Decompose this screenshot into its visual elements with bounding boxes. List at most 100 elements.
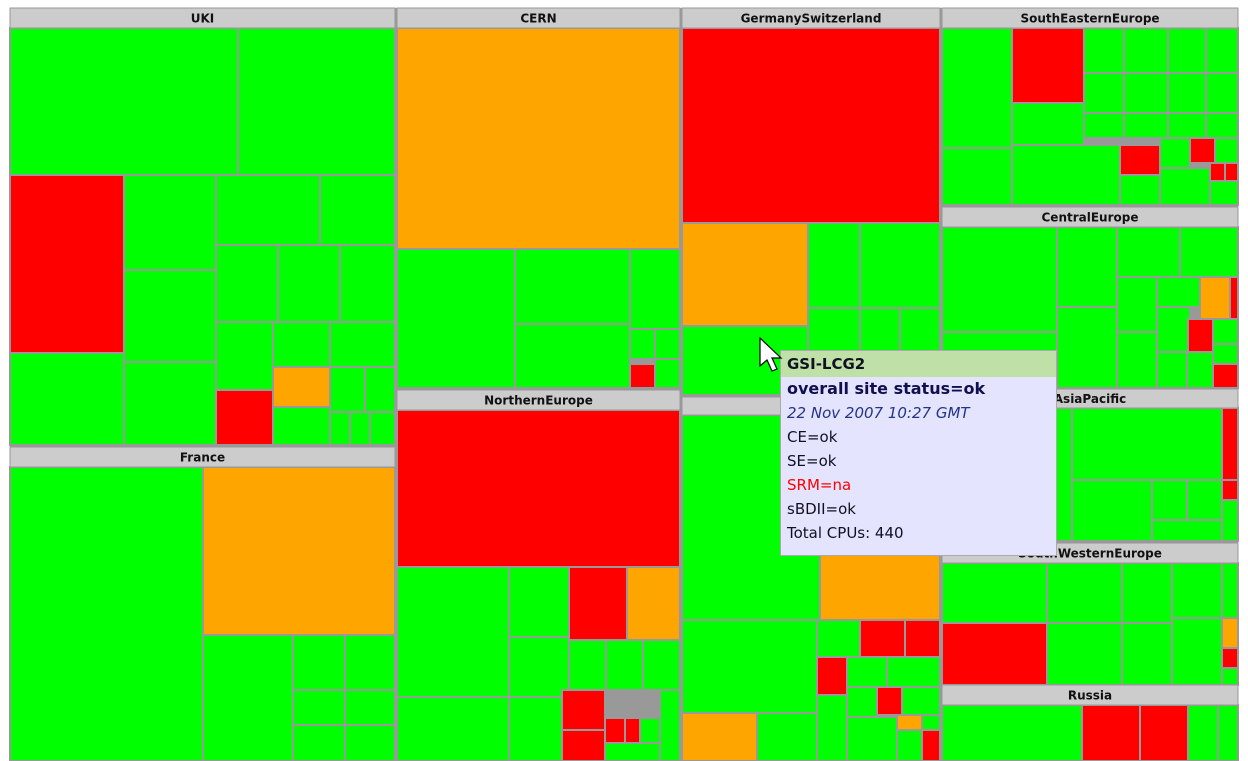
region-header [396,389,681,411]
site-cell [604,717,626,744]
site-cell [514,248,631,325]
site-cell [1159,137,1191,169]
site-cell [1179,226,1239,278]
site-cell [1083,72,1125,114]
site-cell [846,656,888,688]
site-cell [1139,704,1189,761]
site-cell [1212,363,1239,389]
site-cell [364,366,396,413]
site-cell [202,634,294,761]
site-cell [369,411,396,446]
site-cell [215,321,274,391]
site-cell [626,566,681,641]
site-cell [1011,144,1121,206]
site-cell [123,361,217,446]
site-cell [329,321,396,368]
site-cell [1212,343,1239,365]
site-cell [9,466,204,761]
tooltip-line: sBDII=ok [787,500,856,518]
region-header [941,7,1239,29]
site-cell [292,634,346,691]
site-cell [1229,276,1239,320]
site-cell [1046,562,1123,624]
site-cell [629,328,656,360]
site-cell [1205,112,1239,139]
site-cell [1156,306,1191,353]
site-cell [1159,167,1211,206]
site-cell [292,724,346,761]
site-cell [508,566,570,638]
site-cell [1151,519,1223,542]
region-label: CERN [520,12,556,26]
site-cell [568,566,628,641]
site-cell [1187,704,1219,761]
site-cell [1167,27,1207,74]
site-cell [681,712,758,761]
site-cell [901,686,941,716]
region-label: AsiaPacific [1054,392,1126,406]
site-cell [329,411,351,446]
site-cell [1214,137,1239,164]
site-cell [1189,137,1216,164]
tooltip-line: CE=ok [787,428,838,446]
site-cell [1123,112,1169,139]
site-cell [681,27,941,224]
site-cell [9,174,125,354]
tooltip-line: SRM=na [787,476,852,494]
site-cell [215,244,279,323]
site-cell [1151,479,1188,521]
site-cell [1116,276,1158,333]
site-cell [508,636,570,698]
site-cell [344,689,396,726]
site-cell [896,714,923,731]
site-cell [1224,162,1239,182]
site-cell [319,174,396,246]
site-cell [941,622,1048,686]
region-header [9,446,396,468]
site-cell [292,689,346,726]
site-cell [941,226,1058,333]
site-cell [215,174,321,246]
site-cell [1187,318,1214,353]
site-cell [604,742,661,761]
site-cell [1116,331,1158,389]
site-cell [629,248,681,330]
site-cell [1212,318,1239,345]
site-cell [1186,351,1214,389]
site-cell [1221,667,1239,686]
region-label: Russia [1068,689,1112,703]
site-cell [1056,226,1118,308]
site-cell [1046,622,1123,686]
site-cell [859,307,901,354]
site-cell [1116,226,1181,278]
site-cell [1081,704,1141,761]
site-cell [123,269,217,363]
site-cell [846,686,878,718]
site-cell [344,724,396,761]
site-cell [1156,351,1188,389]
cursor-arrow [759,336,783,372]
site-cell [514,323,631,389]
region-label: SouthEasternEurope [1020,12,1159,26]
site-cell [561,689,606,731]
region-header [396,7,681,29]
site-cell [339,244,396,323]
site-cell [1071,479,1153,542]
region-header [941,206,1239,228]
site-cell [396,696,510,761]
region-header [681,7,941,29]
site-cell [1209,180,1239,206]
site-cell [237,27,396,176]
site-cell [9,27,239,176]
site-cell [807,222,861,309]
site-cell [1056,306,1118,389]
site-cell [816,619,861,658]
site-cell [396,248,516,389]
site-cell [941,147,1013,206]
site-cell [642,639,681,691]
site-cell [1186,479,1223,521]
site-cell [659,689,681,761]
site-cell [846,716,898,761]
site-cell [1167,112,1207,139]
